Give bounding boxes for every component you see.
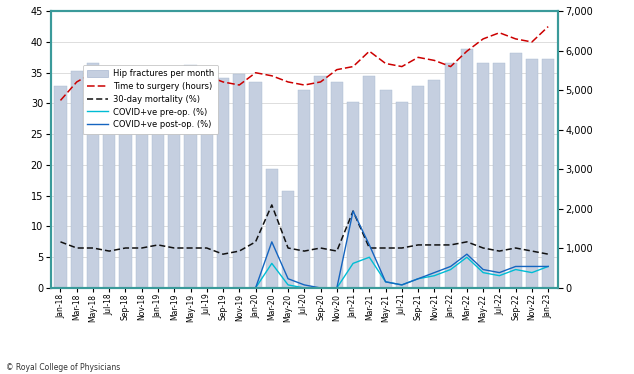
Bar [477,62,489,288]
Bar [363,76,375,288]
Legend: Hip fractures per month, Time to surgery (hours), 30-day mortality (%), COVID+ve: Hip fractures per month, Time to surgery… [83,65,218,134]
Bar [55,86,67,288]
Bar [314,76,327,288]
Bar [412,86,424,288]
Bar [87,62,99,288]
Bar [168,71,180,288]
Bar [396,102,408,288]
Bar [70,71,83,288]
Bar [510,53,522,288]
Bar [103,79,115,288]
Bar [201,71,213,288]
Bar [347,102,359,288]
Bar [493,62,505,288]
Bar [444,62,456,288]
Bar [152,80,164,288]
Bar [461,49,473,288]
Bar [282,191,294,288]
Bar [136,73,148,288]
Bar [184,65,197,288]
Bar [331,82,343,288]
Text: © Royal College of Physicians: © Royal College of Physicians [6,363,120,372]
Bar [542,59,554,288]
Bar [266,169,278,288]
Bar [526,59,538,288]
Bar [249,82,262,288]
Bar [380,90,392,288]
Bar [217,79,229,288]
Bar [119,80,132,288]
Bar [298,90,311,288]
Bar [233,74,245,288]
Bar [429,80,441,288]
